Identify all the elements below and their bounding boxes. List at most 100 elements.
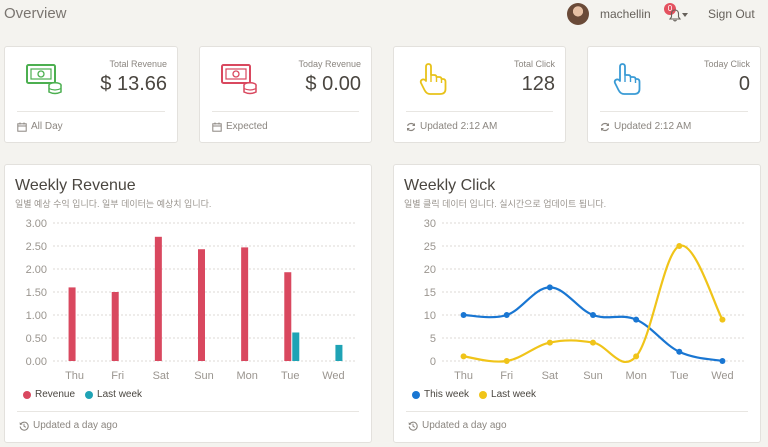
sign-out-link[interactable]: Sign Out	[708, 7, 755, 21]
panel-title: Weekly Revenue	[15, 177, 136, 194]
bar	[292, 332, 300, 361]
stat-category: Total Revenue	[109, 59, 167, 69]
legend-dot	[85, 390, 94, 399]
weekly-click-panel: Weekly Click 일별 클릭 데이터 입니다. 실시간으로 업데이트 됩…	[393, 164, 761, 443]
panel-footer: Updated a day ago	[408, 420, 507, 431]
x-tick-label: Sat	[153, 370, 170, 382]
weekly-revenue-chart: 0.00 0.50 1.00 1.50 2.00 2.50 3.00 Thu Fri Sat Sun…	[26, 218, 355, 382]
notifications-button[interactable]: 0	[664, 3, 690, 27]
stat-category: Today Click	[703, 59, 750, 69]
legend-item[interactable]: Last week	[85, 389, 142, 400]
x-tick-label: Sun	[583, 370, 603, 382]
legend-dot	[23, 390, 31, 399]
divider	[17, 111, 165, 112]
stat-footer: Updated 2:12 AM	[406, 121, 497, 132]
x-tick-label: Wed	[322, 370, 344, 382]
legend-label: Last week	[491, 389, 537, 400]
x-tick-label: Thu	[454, 370, 473, 382]
page-title: Overview	[4, 5, 67, 22]
y-tick-label: 25	[424, 241, 436, 253]
x-tick-label: Mon	[236, 370, 257, 382]
stat-card-today-revenue: Today Revenue $ 0.00 Expected	[199, 46, 372, 143]
data-point	[719, 316, 726, 323]
legend-item[interactable]: This week	[412, 389, 469, 400]
stat-category: Total Click	[513, 59, 555, 69]
legend-item[interactable]: Last week	[479, 389, 536, 400]
data-point	[633, 353, 640, 360]
divider	[406, 411, 748, 412]
panel-subtitle: 일별 예상 수익 입니다. 일부 데이터는 예상치 입니다.	[15, 199, 212, 209]
user-menu[interactable]	[567, 2, 589, 26]
panel-title: Weekly Click	[404, 177, 496, 194]
legend-label: Last week	[97, 389, 143, 400]
stat-footer-text: Updated 2:12 AM	[614, 121, 692, 132]
y-tick-label: 5	[430, 333, 436, 345]
data-point	[676, 243, 683, 249]
notification-badge: 0	[664, 3, 676, 15]
data-point	[590, 312, 596, 318]
x-tick-label: Fri	[500, 370, 513, 382]
panel-footer: Updated a day ago	[19, 420, 118, 431]
y-tick-label: 10	[424, 310, 436, 322]
panel-subtitle: 일별 클릭 데이터 입니다. 실시간으로 업데이트 됩니다.	[404, 199, 607, 209]
y-tick-label: 30	[424, 218, 436, 230]
stat-footer-text: Expected	[226, 121, 268, 132]
data-point	[633, 316, 640, 323]
data-point	[676, 348, 683, 355]
data-point	[719, 358, 726, 364]
x-tick-label: Tue	[670, 370, 689, 382]
bar	[68, 287, 76, 361]
x-tick-label: Sat	[542, 370, 559, 382]
history-icon	[19, 421, 29, 431]
bell-icon	[669, 9, 681, 22]
bar	[198, 249, 205, 361]
avatar[interactable]	[567, 3, 589, 25]
x-tick-label: Thu	[65, 370, 84, 382]
divider	[17, 411, 359, 412]
bar	[154, 236, 162, 361]
y-tick-label: 2.50	[26, 241, 47, 253]
history-icon	[408, 421, 418, 431]
stat-footer-text: All Day	[31, 121, 63, 132]
weekly-click-chart: 0 5 10 15 20 25 30 Thu Fri Sat Sun Mon Tue Wed	[424, 218, 744, 382]
data-point	[460, 312, 467, 318]
chevron-down-icon	[682, 13, 688, 17]
username[interactable]: machellin	[600, 7, 651, 21]
legend-item[interactable]: Revenue	[23, 389, 75, 400]
legend-label: This week	[424, 389, 470, 400]
y-tick-label: 1.00	[26, 310, 47, 322]
y-tick-label: 3.00	[26, 218, 47, 230]
weekly-revenue-panel: Weekly Revenue 일별 예상 수익 입니다. 일부 데이터는 예상치…	[4, 164, 372, 443]
bar	[241, 247, 249, 361]
stat-card-today-click: Today Click 0 Updated 2:12 AM	[587, 46, 761, 143]
data-point	[503, 358, 510, 364]
hand-pointer-icon	[419, 63, 447, 95]
calendar-icon	[212, 122, 222, 132]
bar	[335, 344, 343, 361]
divider	[406, 111, 553, 112]
hand-pointer-icon	[613, 63, 641, 95]
y-tick-label: 20	[424, 264, 436, 276]
stat-footer: All Day	[17, 121, 63, 132]
bar	[284, 272, 292, 361]
stat-footer: Updated 2:12 AM	[600, 121, 691, 132]
stat-value: 0	[738, 73, 750, 95]
calendar-icon	[17, 122, 27, 132]
top-navbar: Overview machellin 0 Sign Out	[0, 0, 768, 30]
stat-card-total-click: Total Click 128 Updated 2:12 AM	[393, 46, 566, 143]
legend-dot	[412, 390, 420, 399]
y-tick-label: 0.50	[26, 333, 47, 345]
x-tick-label: Sun	[194, 370, 214, 382]
y-tick-label: 0.00	[26, 356, 47, 368]
data-point	[460, 353, 467, 360]
stat-footer: Expected	[212, 121, 268, 132]
panel-footer-text: Updated a day ago	[33, 420, 118, 431]
stat-value: $ 0.00	[305, 73, 361, 95]
stat-value: $ 13.66	[100, 73, 167, 95]
data-point	[503, 312, 510, 318]
data-point	[590, 339, 596, 346]
stat-value: 128	[521, 73, 555, 95]
x-tick-label: Mon	[625, 370, 646, 382]
x-tick-label: Wed	[711, 370, 733, 382]
y-tick-label: 1.50	[26, 287, 47, 299]
